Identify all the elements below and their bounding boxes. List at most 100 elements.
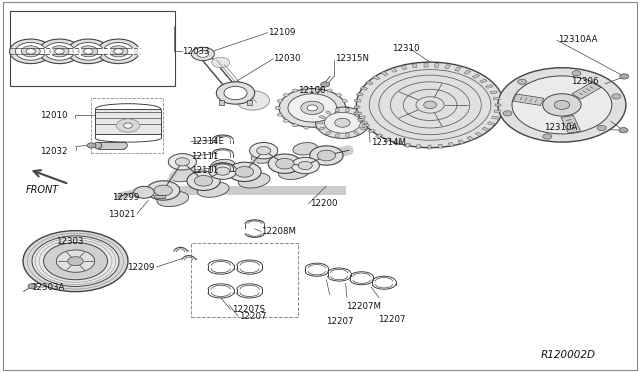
Ellipse shape [170,169,195,182]
Text: 12207: 12207 [239,312,267,321]
Ellipse shape [317,122,323,124]
Circle shape [292,89,298,92]
Text: 12033: 12033 [182,47,210,56]
Circle shape [195,176,212,186]
Bar [467,136,474,141]
Circle shape [301,101,324,115]
Bar [472,74,479,78]
Circle shape [543,134,552,139]
Circle shape [424,101,436,109]
Bar [513,94,544,105]
Ellipse shape [238,173,270,188]
Bar [448,142,454,147]
Ellipse shape [120,142,127,149]
Circle shape [56,250,95,272]
Circle shape [15,42,46,60]
FancyBboxPatch shape [191,243,298,317]
Circle shape [168,154,196,170]
Bar [488,122,495,125]
Bar [490,91,497,94]
Bar [458,140,465,144]
Circle shape [187,171,220,190]
Circle shape [336,93,341,96]
Circle shape [224,86,247,100]
Ellipse shape [360,127,365,130]
Circle shape [279,89,346,127]
FancyBboxPatch shape [10,11,175,86]
Bar [412,64,417,68]
Circle shape [87,143,96,148]
Circle shape [21,46,40,57]
Circle shape [276,158,294,169]
Circle shape [109,46,128,57]
Circle shape [503,111,512,116]
Ellipse shape [252,151,276,163]
Circle shape [324,112,360,133]
Bar [376,134,383,138]
Circle shape [26,49,35,54]
Circle shape [298,161,312,170]
Circle shape [257,147,271,155]
Circle shape [191,47,214,61]
Text: 12310: 12310 [392,44,419,53]
Text: 12207M: 12207M [346,302,381,311]
Ellipse shape [362,122,368,124]
Circle shape [317,150,335,161]
Text: 12111: 12111 [191,152,218,161]
Bar [445,65,451,69]
Bar [219,100,224,105]
Circle shape [284,93,289,96]
Bar [394,141,401,145]
Circle shape [310,146,343,165]
Circle shape [321,82,330,87]
Circle shape [216,82,255,104]
Circle shape [212,57,230,68]
Ellipse shape [354,131,359,135]
Circle shape [38,39,81,64]
Circle shape [44,42,75,60]
Circle shape [554,100,570,109]
Circle shape [620,74,628,79]
Text: 12207: 12207 [378,315,405,324]
Circle shape [154,185,172,196]
Ellipse shape [354,111,359,114]
Circle shape [518,79,527,84]
Text: 12010: 12010 [40,111,67,120]
Bar [358,118,365,121]
Bar [384,138,391,142]
Circle shape [597,125,606,131]
Circle shape [619,128,628,133]
Circle shape [44,243,108,280]
Circle shape [228,162,261,182]
Circle shape [197,51,209,57]
Text: 12207S: 12207S [232,305,265,314]
Bar [355,112,362,115]
Circle shape [292,124,298,127]
Ellipse shape [335,108,339,112]
Circle shape [572,71,581,76]
Text: R120002D: R120002D [541,350,596,360]
Circle shape [291,157,319,174]
Text: 12109: 12109 [268,28,295,37]
FancyBboxPatch shape [3,2,637,370]
Bar [354,99,361,102]
Bar [494,110,501,113]
Circle shape [79,46,98,57]
Ellipse shape [319,116,325,118]
Bar [479,79,487,83]
Bar [141,186,346,195]
Ellipse shape [278,164,310,179]
Circle shape [304,126,309,129]
Bar [492,116,499,119]
Circle shape [356,62,504,148]
Bar [365,81,373,85]
Bar [154,195,165,198]
Text: 12310A: 12310A [544,123,577,132]
Ellipse shape [335,134,339,137]
Text: 12314E: 12314E [191,137,224,146]
Bar [486,84,493,88]
Ellipse shape [326,131,331,135]
Bar [424,63,428,67]
Circle shape [236,91,269,110]
Circle shape [327,89,332,92]
